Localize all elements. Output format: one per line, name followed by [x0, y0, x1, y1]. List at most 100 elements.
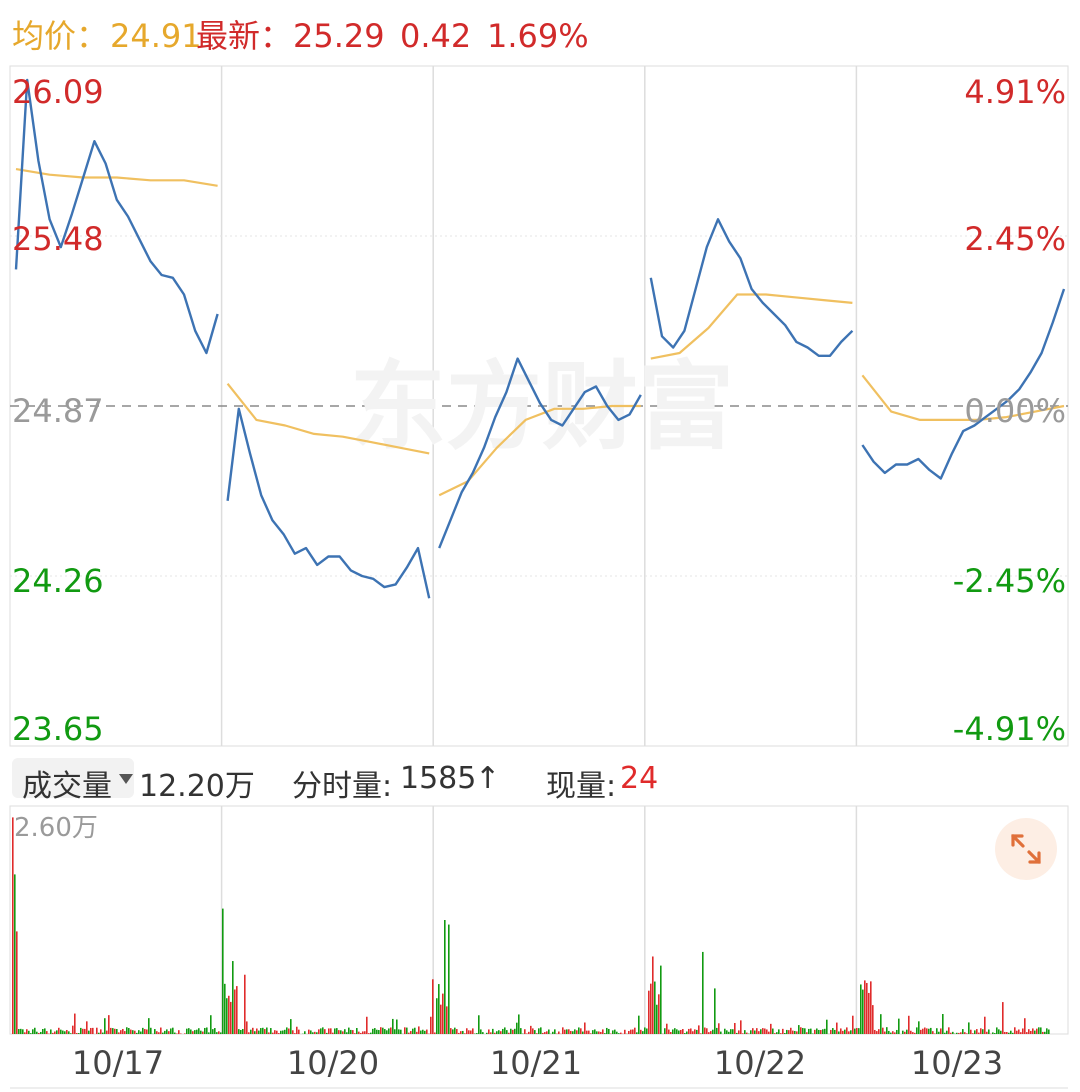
expand-chart-button[interactable]: [995, 818, 1057, 880]
volume-bar: [1000, 1030, 1002, 1034]
volume-bar: [814, 1029, 816, 1034]
volume-bar: [70, 1033, 72, 1034]
volume-bar: [200, 1030, 202, 1034]
price-label: 25.48: [12, 220, 104, 258]
volume-bar: [320, 1028, 322, 1034]
volume-bar: [500, 1031, 502, 1034]
volume-bar: [14, 874, 16, 1034]
volume-bar: [728, 1031, 730, 1034]
volume-bar: [92, 1027, 94, 1034]
volume-bar: [492, 1028, 494, 1034]
avg-price-line-day-5: [861, 374, 1065, 421]
volume-bar: [54, 1031, 56, 1034]
date-label: 10/21: [490, 1044, 582, 1082]
volume-bar: [144, 1029, 146, 1034]
volume-bar: [552, 1031, 554, 1034]
volume-bar: [964, 1032, 966, 1034]
volume-bar: [716, 1027, 718, 1034]
volume-bar: [786, 1029, 788, 1034]
volume-bar: [336, 1028, 338, 1034]
volume-bar: [742, 1033, 744, 1034]
volume-bar: [212, 1029, 214, 1034]
volume-bar: [210, 1015, 212, 1034]
volume-bar: [280, 1030, 282, 1034]
volume-bar: [854, 1028, 856, 1034]
volume-bar: [758, 1031, 760, 1034]
volume-bar: [794, 1030, 796, 1034]
volume-bar: [446, 1006, 448, 1034]
volume-bar: [524, 1029, 526, 1034]
volume-bar: [216, 1032, 218, 1034]
volume-bar: [808, 1028, 810, 1034]
volume-bar: [598, 1031, 600, 1034]
volume-bar: [664, 1028, 666, 1034]
volume-bar: [192, 1031, 194, 1034]
volume-bar: [686, 1031, 688, 1034]
volume-bar: [44, 1028, 46, 1034]
volume-bar: [286, 1027, 288, 1034]
volume-indicator-dropdown[interactable]: 成交量: [12, 758, 134, 804]
volume-bar: [246, 1021, 248, 1034]
volume-indicator-label: 成交量: [22, 769, 112, 804]
volume-bar: [578, 1027, 580, 1034]
volume-bar: [382, 1027, 384, 1034]
volume-bar: [694, 1029, 696, 1034]
volume-bar: [196, 1029, 198, 1034]
volume-bar: [1048, 1029, 1050, 1034]
volume-bar: [116, 1029, 118, 1034]
avg-price-value: 24.91: [110, 17, 202, 55]
volume-bar: [420, 1030, 422, 1034]
volume-bar: [118, 1032, 120, 1034]
volume-bar: [826, 1019, 828, 1034]
volume-bar: [74, 1013, 76, 1034]
volume-bar: [822, 1029, 824, 1034]
volume-bar: [1044, 1031, 1046, 1034]
price-change: 0.42: [400, 17, 472, 55]
volume-bar: [138, 1030, 140, 1034]
volume-bar: [274, 1030, 276, 1034]
volume-bar: [700, 1033, 702, 1034]
volume-bar: [874, 1029, 876, 1034]
volume-bar: [614, 1029, 616, 1034]
volume-bar: [230, 1001, 232, 1034]
volume-bar: [430, 1016, 432, 1034]
volume-bar: [126, 1027, 128, 1034]
volume-bar: [390, 1027, 392, 1034]
price-line-day-1: [14, 78, 219, 355]
volume-bar: [90, 1027, 92, 1034]
volume-bar: [248, 1032, 250, 1034]
volume-bar: [24, 1032, 26, 1034]
volume-bar: [586, 1030, 588, 1034]
volume-bar: [616, 1031, 618, 1034]
volume-bar: [284, 1029, 286, 1034]
volume-bar: [590, 1033, 592, 1034]
volume-bar: [424, 1030, 426, 1034]
volume-bar: [40, 1031, 42, 1034]
volume-bar: [848, 1031, 850, 1034]
volume-bar: [724, 1028, 726, 1034]
volume-bar: [354, 1033, 356, 1034]
volume-bar: [582, 1031, 584, 1034]
volume-bar: [914, 1032, 916, 1034]
date-label: 10/20: [287, 1044, 379, 1082]
volume-bar: [706, 1028, 708, 1034]
volume-bar: [172, 1027, 174, 1034]
volume-bar: [836, 1022, 838, 1034]
price-lines: [14, 78, 1066, 599]
volume-bar: [640, 1029, 642, 1034]
volume-bar: [966, 1033, 968, 1034]
volume-bar: [252, 1027, 254, 1034]
volume-bar: [132, 1030, 134, 1034]
volume-bar: [96, 1027, 98, 1034]
volume-bar: [690, 1028, 692, 1034]
volume-bar: [506, 1030, 508, 1034]
volume-bar: [882, 1027, 884, 1034]
volume-bar: [174, 1032, 176, 1034]
volume-bar: [962, 1029, 964, 1034]
volume-bar: [270, 1028, 272, 1034]
volume-bar: [50, 1029, 52, 1034]
volume-bar: [520, 1028, 522, 1034]
volume-bar: [654, 981, 656, 1034]
volume-bar: [864, 980, 866, 1034]
